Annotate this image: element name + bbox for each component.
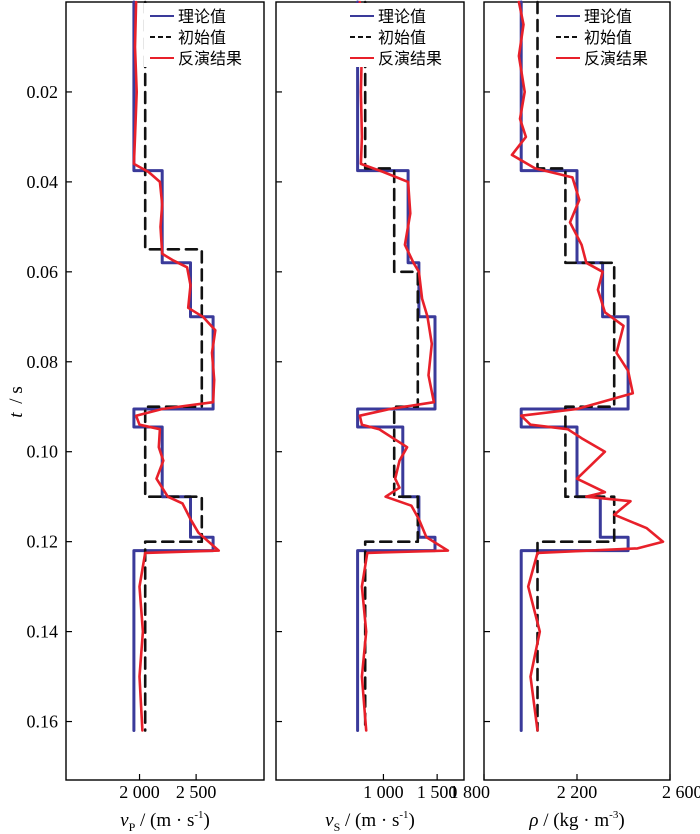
y-axis-title-unit: / s xyxy=(6,386,27,403)
x-axis-title: vP / (m · s-1) xyxy=(120,809,210,834)
x-axis-title: vS / (m · s-1) xyxy=(325,809,415,834)
legend-label-theory: 理论值 xyxy=(584,7,632,26)
x-tick-label: 2 600 xyxy=(662,782,700,802)
y-tick-label: 0.10 xyxy=(27,442,59,462)
x-tick-label: 1 500 xyxy=(417,782,458,802)
series-inversion-line xyxy=(510,0,665,732)
y-tick-label: 0.04 xyxy=(27,172,59,192)
legend-label-inversion: 反演结果 xyxy=(584,49,648,68)
series-initial-line xyxy=(143,0,204,732)
legend-label-inversion: 反演结果 xyxy=(378,49,442,68)
legend-label-initial: 初始值 xyxy=(584,28,632,47)
x-tick-label: 2 000 xyxy=(119,782,160,802)
legend-label-inversion: 反演结果 xyxy=(178,49,242,68)
y-tick-label: 0.14 xyxy=(27,622,59,642)
x-axis-title: ρ / (kg · m-3) xyxy=(528,809,624,831)
y-tick-label: 0.06 xyxy=(27,262,59,282)
series-initial-line xyxy=(363,0,420,732)
series-theory-line xyxy=(356,0,437,732)
plot-frame xyxy=(275,1,465,781)
x-tick-label: 1 800 xyxy=(450,782,491,802)
y-tick-label: 0.12 xyxy=(27,532,59,552)
legend-background xyxy=(550,3,669,67)
plot-frame xyxy=(483,1,671,781)
y-axis-title-var: t xyxy=(6,412,27,418)
y-tick-labels: 0.02 0.04 0.06 0.08 0.10 0.12 0.14 0.16 xyxy=(27,82,59,732)
legend-background xyxy=(144,3,263,67)
x-tick-label: 2 500 xyxy=(176,782,217,802)
legend-label-theory: 理论值 xyxy=(378,7,426,26)
x-tick-label: 2 200 xyxy=(557,782,598,802)
y-axis-title: t / s xyxy=(6,386,27,417)
legend-label-initial: 初始值 xyxy=(178,28,226,47)
legend-label-initial: 初始值 xyxy=(378,28,426,47)
legend-label-theory: 理论值 xyxy=(178,7,226,26)
y-tick-label: 0.08 xyxy=(27,352,59,372)
y-tick-label: 0.02 xyxy=(27,82,59,102)
y-tick-label: 0.16 xyxy=(27,712,59,732)
plot-frame xyxy=(65,1,265,781)
series-initial-line xyxy=(536,0,616,732)
x-tick-label: 1 000 xyxy=(363,782,404,802)
legend-background xyxy=(344,3,463,67)
series-theory-line xyxy=(519,0,630,732)
series-inversion-line xyxy=(132,0,220,732)
series-inversion-line xyxy=(358,0,450,732)
